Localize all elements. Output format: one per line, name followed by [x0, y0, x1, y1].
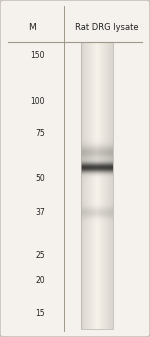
Text: 15: 15 — [35, 309, 45, 317]
Text: 75: 75 — [35, 129, 45, 138]
Text: 37: 37 — [35, 208, 45, 217]
Text: 150: 150 — [30, 52, 45, 60]
Text: 50: 50 — [35, 174, 45, 183]
Text: Rat DRG lysate: Rat DRG lysate — [75, 23, 139, 32]
Text: 25: 25 — [35, 251, 45, 261]
Bar — [81, 42, 113, 329]
Text: 100: 100 — [30, 97, 45, 106]
Text: 20: 20 — [35, 276, 45, 285]
Text: M: M — [28, 23, 36, 32]
